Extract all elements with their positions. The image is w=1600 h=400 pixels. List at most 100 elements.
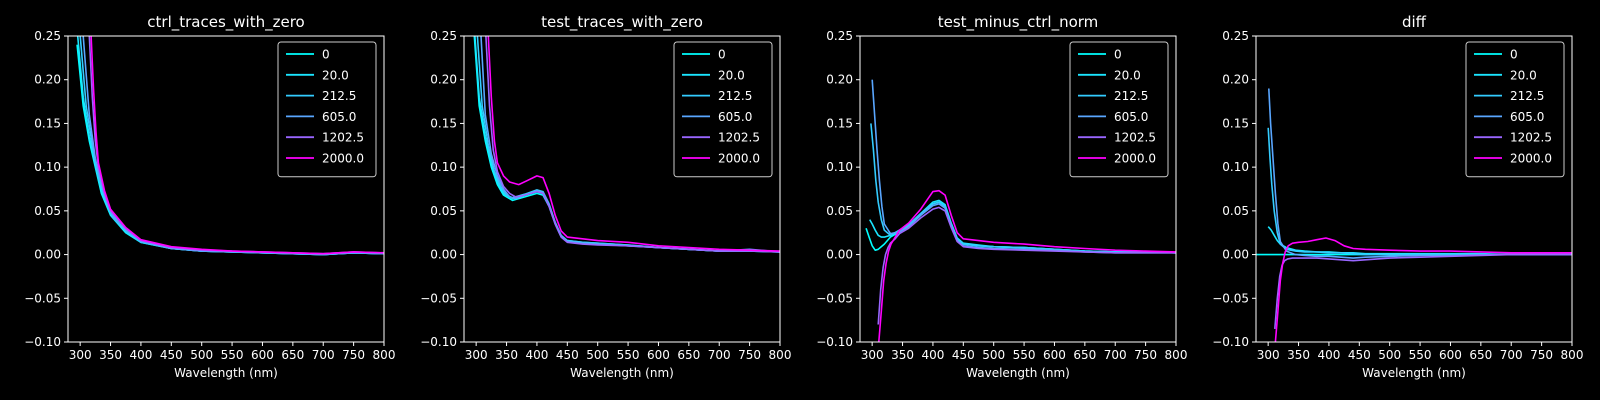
x-tick-label: 650	[677, 348, 700, 362]
x-tick-label: 650	[1469, 348, 1492, 362]
x-tick-label: 500	[586, 348, 609, 362]
legend-entry-label: 1202.5	[322, 131, 364, 145]
x-tick-label: 450	[952, 348, 975, 362]
x-tick-label: 450	[1348, 348, 1371, 362]
y-tick-label: 0.25	[430, 29, 457, 43]
x-tick-label: 700	[1500, 348, 1523, 362]
legend-entry-label: 212.5	[718, 89, 752, 103]
legend-entry-label: 605.0	[718, 110, 752, 124]
y-tick-label: 0.05	[826, 204, 853, 218]
x-tick-label: 550	[1013, 348, 1036, 362]
x-tick-label: 350	[891, 348, 914, 362]
x-axis-label: Wavelength (nm)	[1362, 366, 1466, 380]
series-group	[76, 36, 384, 256]
x-tick-label: 300	[1257, 348, 1280, 362]
y-tick-label: 0.20	[1222, 73, 1249, 87]
x-tick-label: 800	[1165, 348, 1188, 362]
x-tick-label: 300	[465, 348, 488, 362]
x-tick-label: 400	[921, 348, 944, 362]
y-tick-label: 0.00	[34, 248, 61, 262]
y-tick-label: −0.10	[816, 335, 853, 349]
x-tick-label: 500	[1378, 348, 1401, 362]
x-tick-label: 600	[1439, 348, 1462, 362]
legend-entry-label: 20.0	[1510, 68, 1537, 82]
y-tick-label: 0.15	[1222, 116, 1249, 130]
legend-entry-label: 212.5	[1510, 89, 1544, 103]
y-tick-label: 0.15	[34, 116, 61, 130]
x-tick-label: 550	[1409, 348, 1432, 362]
legend-entry-label: 2000.0	[1510, 152, 1552, 166]
x-axis-label: Wavelength (nm)	[966, 366, 1070, 380]
chart-panel-2: test_minus_ctrl_norm 300 350 400 450 500 550 60…	[816, 13, 1187, 380]
x-tick-label: 700	[312, 348, 335, 362]
x-tick-label: 650	[1073, 348, 1096, 362]
y-tick-label: −0.10	[24, 335, 61, 349]
x-tick-label: 350	[1287, 348, 1310, 362]
x-axis-label: Wavelength (nm)	[570, 366, 674, 380]
legend: 0 20.0 212.5 605.0 1202.5 2000.0	[1465, 41, 1565, 178]
series-line-2	[870, 123, 1176, 254]
y-tick-label: −0.05	[816, 291, 853, 305]
x-tick-label: 550	[617, 348, 640, 362]
series-line-0	[865, 201, 1176, 254]
x-tick-label: 400	[1317, 348, 1340, 362]
y-tick-label: 0.05	[34, 204, 61, 218]
y-tick-label: 0.10	[430, 160, 457, 174]
chart-panel-1: test_traces_with_zero 300 350 400 450 500 550 6…	[420, 13, 791, 380]
axes-frame	[463, 35, 781, 343]
series-line-5	[878, 189, 1176, 342]
y-tick-label: 0.05	[430, 204, 457, 218]
x-tick-label: 600	[1043, 348, 1066, 362]
y-tick-label: 0.00	[826, 248, 853, 262]
x-tick-label: 400	[525, 348, 548, 362]
series-line-1	[869, 199, 1176, 254]
x-tick-label: 550	[221, 348, 244, 362]
legend-entry-label: 2000.0	[718, 152, 760, 166]
y-tick-label: 0.25	[1222, 29, 1249, 43]
axes-frame	[1255, 35, 1573, 343]
series-line-3	[82, 36, 384, 256]
legend-entry-label: 20.0	[322, 68, 349, 82]
series-group	[473, 36, 780, 253]
x-tick-label: 750	[342, 348, 365, 362]
y-tick-label: −0.05	[420, 291, 457, 305]
y-tick-label: 0.10	[1222, 160, 1249, 174]
x-tick-label: 650	[281, 348, 304, 362]
legend-entry-label: 605.0	[1510, 110, 1544, 124]
y-tick-label: 0.20	[826, 73, 853, 87]
series-line-5	[90, 36, 384, 255]
series-line-3	[1268, 88, 1572, 259]
legend-entry-label: 605.0	[1114, 110, 1148, 124]
y-tick-label: 0.05	[1222, 204, 1249, 218]
legend-entry-label: 1202.5	[718, 131, 760, 145]
legend-entry-label: 2000.0	[322, 152, 364, 166]
series-line-4	[877, 206, 1176, 325]
y-tick-label: 0.00	[1222, 248, 1249, 262]
legend-entry-label: 1202.5	[1114, 131, 1156, 145]
x-tick-label: 300	[69, 348, 92, 362]
x-tick-label: 700	[1104, 348, 1127, 362]
y-tick-label: 0.20	[34, 73, 61, 87]
x-tick-label: 500	[982, 348, 1005, 362]
legend-entry-label: 20.0	[1114, 68, 1141, 82]
x-tick-label: 600	[251, 348, 274, 362]
chart-panel-0: ctrl_traces_with_zero 300 350 400 450 500 550 6…	[24, 13, 395, 380]
y-tick-label: −0.10	[1212, 335, 1249, 349]
legend-entry-label: 2000.0	[1114, 152, 1156, 166]
x-tick-label: 750	[738, 348, 761, 362]
y-tick-label: 0.25	[34, 29, 61, 43]
x-tick-label: 800	[373, 348, 396, 362]
x-tick-label: 450	[556, 348, 579, 362]
x-axis-label: Wavelength (nm)	[174, 366, 278, 380]
x-tick-label: 400	[129, 348, 152, 362]
chart-panel-3: diff 300 350 400 450 500 550 600 650 700 750 800 −0.…	[1212, 13, 1583, 380]
legend: 0 20.0 212.5 605.0 1202.5 2000.0	[1069, 41, 1169, 178]
series-line-5	[1274, 237, 1572, 342]
y-tick-label: 0.20	[430, 73, 457, 87]
x-tick-label: 350	[495, 348, 518, 362]
series-line-5	[487, 36, 780, 252]
x-tick-label: 800	[1561, 348, 1584, 362]
x-tick-label: 800	[769, 348, 792, 362]
legend-entry-label: 212.5	[322, 89, 356, 103]
